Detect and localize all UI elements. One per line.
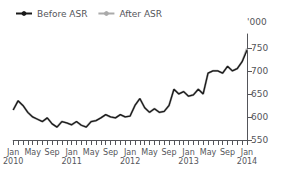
svg-text:Jan: Jan bbox=[64, 148, 77, 157]
svg-text:2014: 2014 bbox=[237, 157, 257, 166]
svg-text:Jan: Jan bbox=[240, 148, 253, 157]
svg-text:'000: '000 bbox=[247, 17, 267, 27]
svg-text:550: 550 bbox=[251, 135, 268, 145]
svg-text:After ASR: After ASR bbox=[119, 9, 162, 19]
svg-text:2012: 2012 bbox=[120, 157, 140, 166]
svg-text:Sep: Sep bbox=[103, 148, 118, 157]
svg-text:600: 600 bbox=[251, 112, 268, 122]
svg-text:Before ASR: Before ASR bbox=[37, 9, 87, 19]
svg-text:Sep: Sep bbox=[220, 148, 235, 157]
svg-text:2010: 2010 bbox=[3, 157, 23, 166]
svg-text:May: May bbox=[200, 148, 217, 157]
svg-text:Jan: Jan bbox=[181, 148, 194, 157]
svg-text:Jan: Jan bbox=[123, 148, 136, 157]
svg-text:Jan: Jan bbox=[6, 148, 19, 157]
svg-text:2013: 2013 bbox=[178, 157, 198, 166]
svg-text:Sep: Sep bbox=[162, 148, 177, 157]
svg-text:May: May bbox=[24, 148, 41, 157]
svg-text:650: 650 bbox=[251, 89, 268, 99]
svg-text:2011: 2011 bbox=[61, 157, 81, 166]
svg-text:May: May bbox=[141, 148, 158, 157]
svg-text:700: 700 bbox=[251, 66, 268, 76]
svg-text:May: May bbox=[83, 148, 100, 157]
svg-text:750: 750 bbox=[251, 43, 268, 53]
svg-text:Sep: Sep bbox=[45, 148, 60, 157]
